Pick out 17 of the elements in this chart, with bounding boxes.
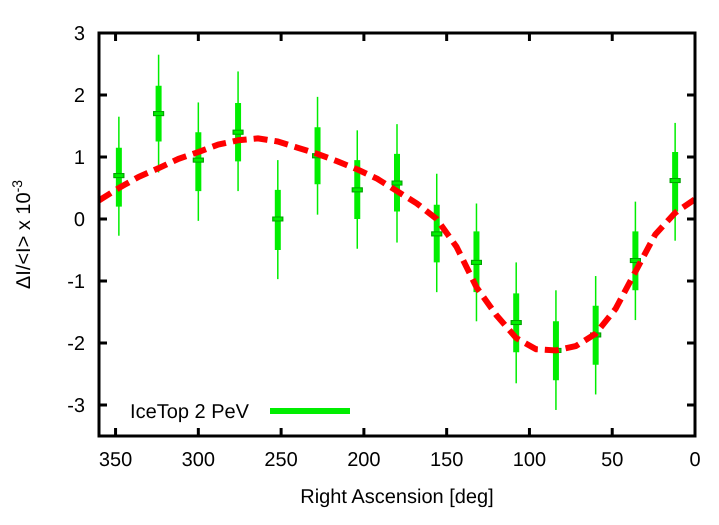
y-tick-label: -2	[67, 333, 85, 355]
x-tick-label: 350	[98, 449, 132, 471]
y-tick-label: 0	[74, 209, 85, 231]
x-tick-label: 250	[264, 449, 298, 471]
x-tick-label: 0	[689, 449, 701, 471]
x-tick-label: 150	[430, 449, 464, 471]
legend-label: IceTop 2 PeV	[130, 401, 250, 423]
y-tick-label: -3	[67, 395, 85, 417]
y-tick-label: 1	[74, 147, 85, 169]
x-tick-label: 100	[512, 449, 546, 471]
y-tick-label: -1	[67, 271, 85, 293]
x-axis-title: Right Ascension [deg]	[300, 486, 494, 508]
x-tick-label: 200	[347, 449, 381, 471]
y-tick-label: 3	[74, 23, 85, 45]
x-tick-label: 50	[601, 449, 624, 471]
x-tick-label: 300	[182, 449, 216, 471]
y-tick-label: 2	[74, 85, 85, 107]
